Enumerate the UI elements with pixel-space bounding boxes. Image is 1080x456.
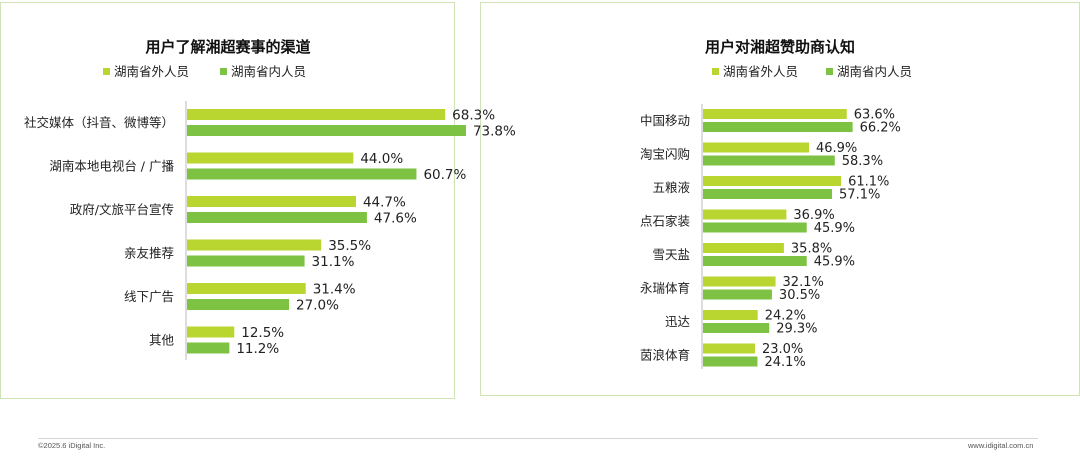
channels-category-label: 线下广告 — [124, 289, 174, 304]
sponsors-category-label: 点石家装 — [640, 214, 690, 229]
channels-chart-title: 用户了解湘超赛事的渠道 — [145, 38, 310, 56]
channels-legend-label-2: 湖南省内人员 — [231, 64, 306, 79]
sponsors-bar-outside — [703, 109, 847, 119]
channels-category-label: 湖南本地电视台 / 广播 — [49, 159, 174, 174]
channels-category-label: 政府/文旅平台宣传 — [70, 202, 174, 217]
sponsors-value-label: 58.3% — [842, 154, 883, 169]
sponsors-chart-title: 用户对湘超赞助商认知 — [705, 38, 855, 56]
sponsors-value-label: 29.3% — [776, 322, 817, 337]
sponsors-value-label: 46.9% — [816, 141, 857, 156]
channels-legend-label-1: 湖南省外人员 — [114, 64, 189, 79]
sponsors-value-label: 23.0% — [762, 342, 803, 357]
channels-bar-outside — [187, 196, 356, 207]
channels-value-label: 27.0% — [296, 298, 339, 314]
sponsors-value-label: 63.6% — [854, 108, 895, 123]
channels-value-label: 73.8% — [473, 124, 516, 140]
sponsors-bar-outside — [703, 243, 784, 253]
sponsors-value-label: 35.8% — [791, 242, 832, 257]
sponsors-bar-inside — [703, 289, 772, 300]
channels-value-label: 11.2% — [236, 341, 279, 357]
sponsors-legend-swatch-2 — [826, 68, 833, 75]
sponsors-value-label: 30.5% — [779, 288, 820, 303]
sponsors-category-label: 中国移动 — [640, 113, 690, 128]
footer-copyright: ©2025.6 iDigital Inc. — [38, 441, 106, 450]
sponsors-category-label: 茵浪体育 — [640, 348, 690, 363]
sponsors-category-label: 五粮液 — [652, 180, 690, 195]
channels-value-label: 12.5% — [241, 325, 284, 341]
channels-bar-outside — [187, 239, 322, 251]
sponsors-bar-outside — [703, 276, 776, 287]
channels-value-label: 60.7% — [423, 167, 466, 183]
sponsors-value-label: 45.9% — [814, 255, 855, 270]
sponsors-bar-outside — [703, 343, 755, 354]
sponsors-value-label: 45.9% — [814, 221, 855, 236]
channels-legend-swatch-2 — [220, 68, 227, 75]
sponsors-value-label: 24.1% — [764, 355, 805, 370]
sponsors-bar-outside — [703, 209, 787, 220]
sponsors-bar-inside — [703, 222, 807, 233]
sponsors-bar-outside — [703, 176, 842, 186]
channels-bar-outside — [187, 283, 306, 294]
sponsors-category-label: 淘宝闪购 — [640, 147, 690, 162]
channels-value-label: 31.1% — [312, 254, 355, 270]
channels-category-label: 其他 — [149, 333, 175, 348]
channels-value-label: 44.0% — [360, 151, 403, 167]
sponsors-value-label: 61.1% — [848, 175, 889, 190]
sponsors-value-label: 66.2% — [860, 121, 901, 136]
channels-bar-inside — [187, 125, 466, 136]
sponsors-legend-swatch-1 — [712, 68, 719, 75]
sponsors-value-label: 24.2% — [765, 309, 806, 324]
sponsors-category-label: 迅达 — [665, 314, 691, 329]
channels-value-label: 44.7% — [363, 195, 406, 211]
sponsors-category-label: 雪天盐 — [652, 247, 690, 262]
channels-bar-inside — [187, 168, 417, 180]
sponsors-value-label: 32.1% — [783, 275, 824, 290]
channels-value-label: 31.4% — [313, 282, 356, 298]
channels-bar-inside — [187, 342, 230, 354]
footer-url: www.idigital.com.cn — [968, 441, 1034, 450]
sponsors-bar-inside — [703, 323, 770, 333]
channels-bar-inside — [187, 299, 290, 310]
channels-value-label: 68.3% — [452, 108, 495, 124]
channels-category-label: 社交媒体（抖音、微博等） — [24, 115, 174, 130]
sponsors-bar-inside — [703, 155, 835, 166]
channels-bar-outside — [187, 326, 235, 338]
channels-legend-swatch-1 — [103, 68, 110, 75]
channels-bar-inside — [187, 212, 367, 223]
sponsors-bar-inside — [703, 189, 833, 199]
sponsors-bar-outside — [703, 310, 758, 320]
sponsors-legend-label-1: 湖南省外人员 — [723, 64, 798, 79]
sponsors-bar-inside — [703, 256, 807, 266]
sponsors-value-label: 36.9% — [793, 208, 834, 223]
sponsors-legend-label-2: 湖南省内人员 — [837, 64, 912, 79]
sponsors-bar-inside — [703, 356, 758, 367]
channels-value-label: 35.5% — [328, 238, 371, 254]
channels-value-label: 47.6% — [374, 211, 417, 227]
sponsors-bar-inside — [703, 122, 853, 132]
sponsors-category-label: 永瑞体育 — [640, 281, 690, 296]
footer-divider — [38, 438, 1038, 439]
sponsors-bar-outside — [703, 142, 809, 153]
channels-bar-outside — [187, 109, 446, 120]
channels-bar-outside — [187, 152, 354, 164]
channels-category-label: 亲友推荐 — [124, 246, 174, 261]
sponsors-value-label: 57.1% — [839, 188, 880, 203]
channels-bar-inside — [187, 255, 305, 267]
